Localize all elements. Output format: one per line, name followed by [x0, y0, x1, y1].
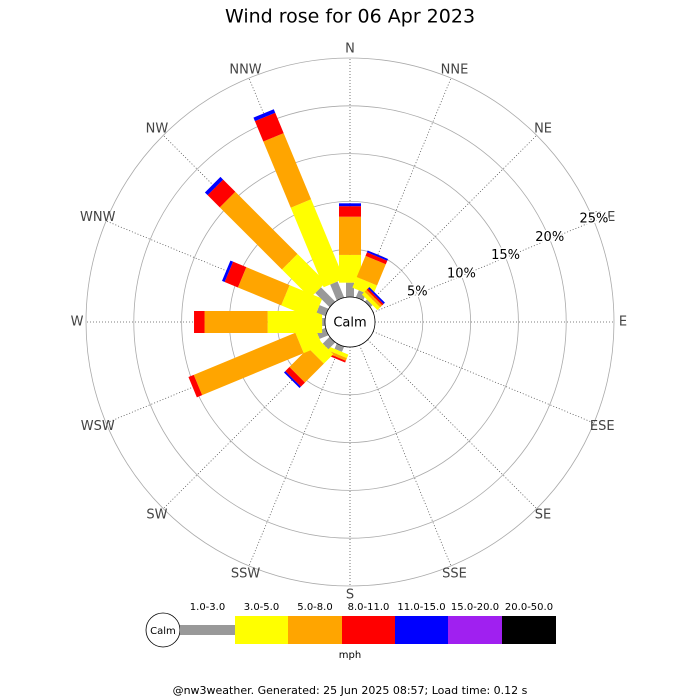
spoke	[372, 220, 595, 313]
chart-title: Wind rose for 06 Apr 2023	[225, 6, 475, 28]
legend-swatch	[180, 625, 235, 635]
r-tick-label: 25%	[579, 211, 608, 226]
bar-segment	[222, 260, 234, 282]
bar-segment	[204, 311, 268, 333]
spoke	[372, 331, 595, 424]
legend-swatch	[395, 616, 448, 644]
bar-segment	[219, 191, 298, 270]
bar-segment	[364, 299, 373, 308]
calm-circle	[324, 296, 376, 348]
direction-label: NE	[534, 121, 552, 136]
legend-label: 5.0-8.0	[297, 602, 332, 613]
legend-label: 8.0-11.0	[348, 602, 390, 613]
calm-label: Calm	[333, 316, 366, 331]
bar-segment	[361, 291, 381, 311]
r-tick-label: 5%	[407, 285, 428, 300]
bar-segment	[326, 346, 349, 359]
direction-label: ENE	[589, 210, 615, 225]
bar-segment	[365, 252, 388, 265]
legend-swatch	[342, 616, 395, 644]
bar-segment	[346, 282, 354, 297]
bar-segment	[330, 281, 345, 301]
bar-segment	[285, 367, 305, 387]
bar-segment	[356, 255, 386, 286]
grid-ring	[181, 153, 519, 491]
bar-segment	[315, 287, 336, 308]
bar-segment	[339, 216, 361, 255]
legend-label: 1.0-3.0	[190, 602, 225, 613]
direction-label: W	[71, 315, 84, 330]
bar-segment	[254, 112, 284, 142]
direction-label: NNW	[229, 62, 261, 77]
bar-segment	[194, 311, 205, 333]
direction-label: NNE	[441, 62, 469, 77]
legend-label: 20.0-50.0	[505, 602, 553, 613]
direction-label: E	[619, 315, 627, 330]
spoke	[367, 339, 537, 509]
r-tick-label: 10%	[447, 266, 476, 281]
bar-segment	[322, 318, 325, 326]
bar-segment	[339, 254, 361, 283]
bar-segment	[253, 109, 276, 122]
bar-segment	[188, 374, 203, 398]
bar-segment	[316, 305, 329, 317]
bar-segment	[237, 267, 290, 306]
bar-segment	[339, 203, 361, 207]
grid-ring	[133, 105, 567, 539]
direction-label: SSW	[231, 567, 261, 582]
grid-ring	[85, 57, 615, 587]
direction-label: SE	[535, 508, 551, 523]
legend-swatch	[235, 616, 288, 644]
spoke	[367, 135, 537, 305]
spoke	[248, 344, 341, 567]
bar-segment	[368, 287, 385, 304]
bar-segment	[366, 288, 384, 306]
legend-label: 11.0-15.0	[397, 602, 445, 613]
legend-label: 3.0-5.0	[244, 602, 279, 613]
legend-unit: mph	[339, 650, 361, 661]
legend-swatch	[502, 616, 556, 644]
bar-segment	[193, 332, 304, 396]
bar-segment	[289, 348, 324, 383]
bar-segment	[281, 253, 326, 298]
spoke	[359, 344, 452, 567]
legend-label: 15.0-20.0	[451, 602, 499, 613]
direction-label: S	[346, 588, 354, 603]
bar-segment	[290, 199, 345, 288]
bar-segment	[364, 289, 383, 308]
direction-label: N	[345, 42, 355, 57]
direction-label: ESE	[590, 419, 615, 434]
bar-segment	[204, 176, 224, 196]
bar-segment	[224, 261, 247, 288]
bar-segment	[283, 371, 301, 389]
direction-label: WSW	[81, 419, 115, 434]
direction-label: SSE	[442, 567, 467, 582]
direction-label: SW	[146, 508, 167, 523]
direction-label: WNW	[80, 210, 116, 225]
direction-label: NW	[146, 121, 169, 136]
legend-swatch	[288, 616, 342, 644]
bar-segment	[281, 285, 323, 319]
bar-segment	[207, 179, 236, 208]
r-tick-label: 20%	[535, 230, 564, 245]
legend-swatch	[448, 616, 502, 644]
bar-segment	[366, 250, 389, 261]
footer: @nw3weather. Generated: 25 Jun 2025 08:5…	[173, 684, 528, 697]
legend-calm-label: Calm	[150, 626, 176, 637]
bar-segment	[339, 206, 361, 217]
bar-segment	[263, 133, 312, 208]
r-tick-label: 15%	[491, 248, 520, 263]
